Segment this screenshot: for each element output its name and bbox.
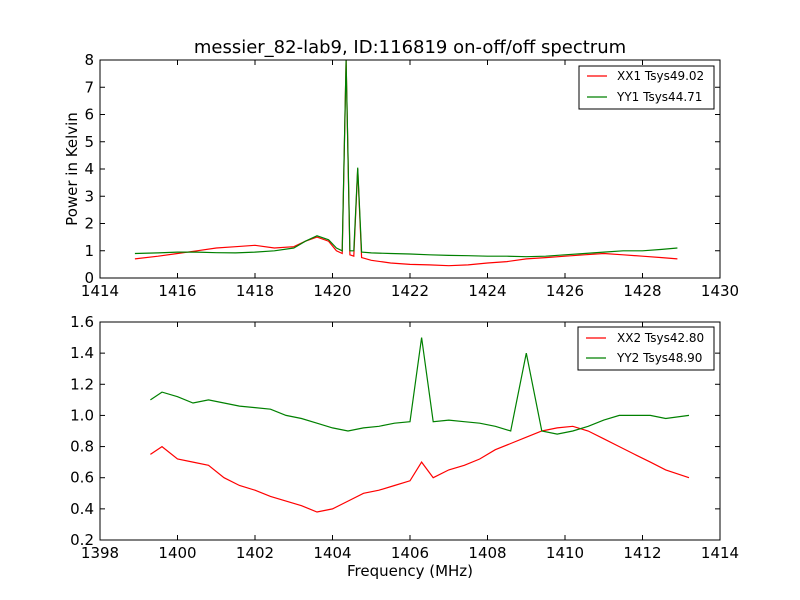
y-tick-label-1-4: 1.0	[70, 406, 94, 424]
top-axis-ticks: 1414 1416 1418 1420 1422 1424 1426 1428 1430 0 1 2 3…	[81, 51, 739, 300]
top-legend-box	[578, 65, 715, 110]
y-tick-label-0-0: 0	[84, 269, 94, 287]
y-tick-label-0-5: 5	[84, 133, 94, 151]
x-tick-label-1-2: 1402	[236, 544, 274, 562]
legend-label-xx2: XX2 Tsys42.80	[617, 331, 704, 345]
x-tick-label-0-8: 1430	[701, 282, 739, 300]
y-tick-label-1-5: 1.2	[70, 375, 94, 393]
x-tick-label-0-7: 1428	[623, 282, 661, 300]
y-tick-label-1-6: 1.4	[70, 344, 94, 362]
x-tick-label-0-2: 1418	[236, 282, 274, 300]
series-line-1-1	[150, 337, 690, 435]
x-tick-label-1-6: 1410	[546, 544, 584, 562]
bottom-plot-area	[150, 337, 690, 513]
y-tick-label-0-3: 3	[84, 187, 94, 205]
chart-title: messier_82-lab9, ID:116819 on-off/off sp…	[194, 37, 626, 58]
legend-label-yy2: YY2 Tsys48.90	[616, 351, 702, 365]
y-tick-label-0-7: 7	[84, 78, 94, 96]
y-tick-label-1-3: 0.8	[70, 438, 94, 456]
x-tick-label-1-5: 1408	[468, 544, 506, 562]
x-tick-label-0-4: 1422	[391, 282, 429, 300]
y-tick-label-0-4: 4	[84, 160, 94, 178]
y-tick-label-0-1: 1	[84, 242, 94, 260]
legend-label-xx1: XX1 Tsys49.02	[617, 69, 704, 83]
y-tick-label-1-7: 1.6	[70, 313, 94, 331]
x-tick-label-0-6: 1426	[546, 282, 584, 300]
x-tick-label-1-3: 1404	[313, 544, 351, 562]
x-tick-label-0-0: 1414	[81, 282, 119, 300]
bottom-axis-ticks: 1398 1400 1402 1404 1406 1408 1410 1412 1414 0.2 0…	[70, 313, 739, 562]
x-tick-label-1-0: 1398	[81, 544, 119, 562]
x-tick-label-1-7: 1412	[623, 544, 661, 562]
x-axis-label: Frequency (MHz)	[347, 562, 473, 580]
bottom-spectrum-panel: 1398 1400 1402 1404 1406 1408 1410 1412 1414 0.2 0…	[70, 313, 739, 580]
legend-label-yy1: YY1 Tsys44.71	[616, 90, 702, 104]
top-spectrum-panel: messier_82-lab9, ID:116819 on-off/off sp…	[63, 37, 739, 300]
y-axis-label: Power in Kelvin	[63, 112, 81, 226]
y-tick-label-1-0: 0.2	[70, 531, 94, 549]
x-tick-label-0-3: 1420	[313, 282, 351, 300]
x-tick-label-1-4: 1406	[391, 544, 429, 562]
top-legend: XX1 Tsys49.02 YY1 Tsys44.71	[578, 65, 715, 110]
y-tick-label-1-2: 0.6	[70, 469, 94, 487]
y-tick-label-0-2: 2	[84, 215, 94, 233]
series-line-0-1	[134, 59, 678, 258]
bottom-legend-box	[577, 326, 715, 371]
y-tick-label-0-6: 6	[84, 106, 94, 124]
x-tick-label-1-1: 1400	[158, 544, 196, 562]
top-plot-area	[134, 59, 678, 267]
y-tick-label-0-8: 8	[84, 51, 94, 69]
x-tick-label-0-1: 1416	[158, 282, 196, 300]
x-tick-label-0-5: 1424	[468, 282, 506, 300]
y-tick-label-1-1: 0.4	[70, 500, 94, 518]
series-line-1-0	[150, 425, 690, 513]
x-tick-label-1-8: 1414	[701, 544, 739, 562]
bottom-legend: XX2 Tsys42.80 YY2 Tsys48.90	[577, 326, 715, 371]
